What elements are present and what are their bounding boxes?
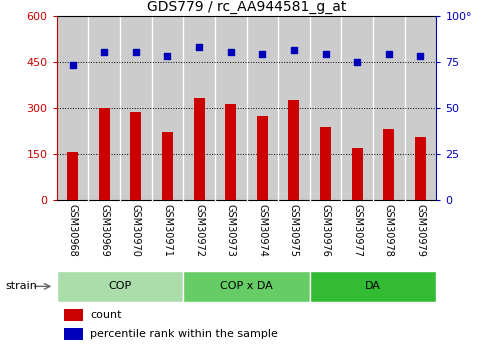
Bar	[288, 100, 299, 200]
Point	[195, 44, 203, 50]
Bar	[246, 16, 278, 200]
Bar	[120, 16, 152, 200]
Bar	[405, 16, 436, 200]
Bar	[415, 137, 426, 200]
Bar	[194, 98, 205, 200]
Text: GSM30978: GSM30978	[384, 204, 394, 257]
Bar	[225, 104, 236, 200]
Point	[417, 53, 424, 59]
Bar	[310, 16, 341, 200]
Bar	[64, 328, 82, 340]
Bar	[57, 16, 88, 200]
Bar	[130, 111, 141, 200]
Bar	[152, 16, 183, 200]
Text: GSM30975: GSM30975	[289, 204, 299, 257]
Text: GSM30972: GSM30972	[194, 204, 204, 257]
Text: DA: DA	[365, 282, 381, 291]
Text: percentile rank within the sample: percentile rank within the sample	[90, 329, 278, 339]
Text: GSM30970: GSM30970	[131, 204, 141, 257]
Point	[132, 50, 140, 55]
Bar	[67, 152, 78, 200]
Point	[353, 59, 361, 65]
Bar	[278, 16, 310, 200]
Bar	[341, 16, 373, 200]
Text: GSM30976: GSM30976	[320, 204, 331, 257]
Text: GSM30971: GSM30971	[162, 204, 173, 257]
Point	[290, 47, 298, 52]
Text: GSM30974: GSM30974	[257, 204, 267, 257]
Text: GSM30968: GSM30968	[68, 204, 77, 256]
Text: strain: strain	[5, 282, 37, 291]
Bar	[215, 16, 246, 200]
Point	[100, 49, 108, 54]
Text: GSM30969: GSM30969	[99, 204, 109, 256]
Point	[321, 51, 329, 57]
Bar	[162, 132, 173, 200]
Bar	[99, 108, 109, 200]
Bar	[183, 16, 215, 200]
Point	[385, 51, 393, 57]
Text: GSM30977: GSM30977	[352, 204, 362, 257]
Point	[164, 53, 172, 59]
Bar	[320, 127, 331, 200]
Text: COP: COP	[108, 282, 132, 291]
Bar	[373, 16, 405, 200]
Bar	[57, 271, 183, 302]
Text: count: count	[90, 310, 122, 320]
Point	[69, 62, 76, 68]
Bar	[88, 16, 120, 200]
Title: GDS779 / rc_AA944581_g_at: GDS779 / rc_AA944581_g_at	[147, 0, 346, 14]
Text: GSM30979: GSM30979	[416, 204, 425, 257]
Text: GSM30973: GSM30973	[226, 204, 236, 257]
Point	[258, 51, 266, 57]
Point	[227, 50, 235, 55]
Bar	[183, 271, 310, 302]
Bar	[352, 148, 363, 200]
Bar	[310, 271, 436, 302]
Bar	[64, 309, 82, 321]
Bar	[257, 116, 268, 200]
Text: COP x DA: COP x DA	[220, 282, 273, 291]
Bar	[384, 129, 394, 200]
